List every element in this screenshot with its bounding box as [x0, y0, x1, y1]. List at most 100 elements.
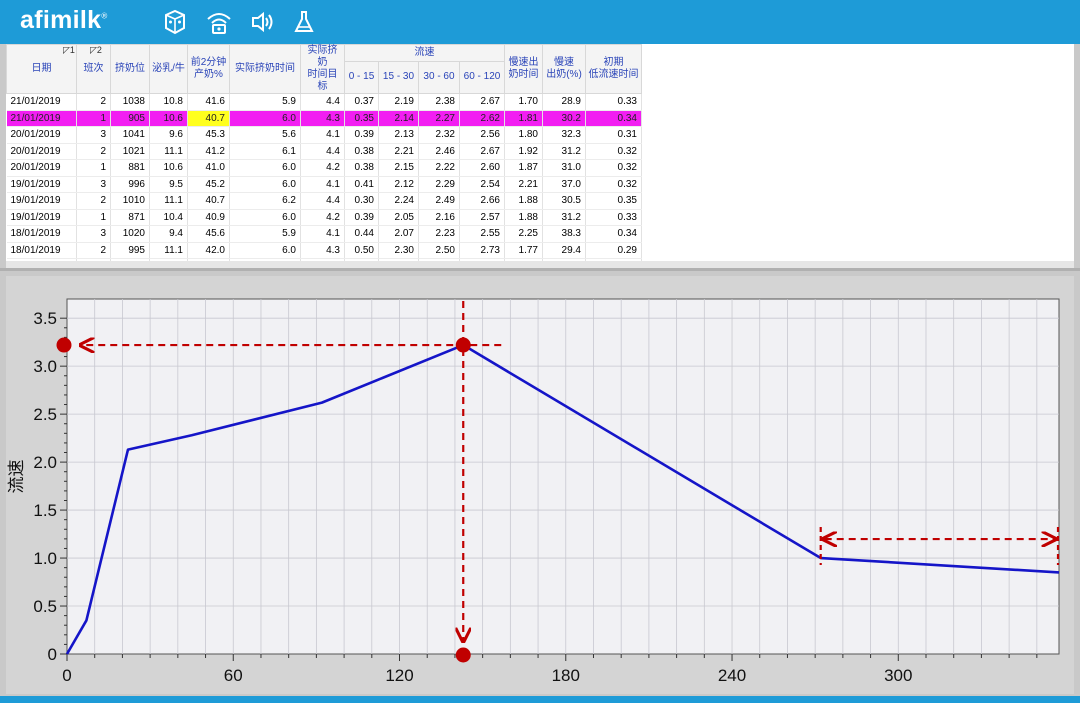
table-cell: 1041 [110, 126, 150, 144]
table-cell: 4.1 [300, 176, 345, 193]
table-cell: 4.2 [300, 159, 345, 177]
milking-data-table: 日期 班次 挤奶位 泌乳/牛 前2分钟 产奶% 实际挤奶时间 实际挤奶 时间目标 流速 慢速出 … [6, 44, 642, 267]
column-header[interactable]: 慢速出 奶时间 [504, 44, 543, 94]
table-cell: 2.07 [378, 225, 419, 243]
table-cell: 18/01/2019 [6, 225, 77, 243]
table-cell: 31.0 [542, 159, 586, 177]
table-cell: 1021 [110, 143, 150, 160]
peak-marker-dot [455, 337, 471, 353]
table-cell: 20/01/2019 [6, 143, 77, 160]
column-header[interactable]: 实际挤奶 时间目标 [300, 44, 345, 94]
y-tick-label: 1.0 [33, 549, 57, 568]
x-tick-label: 0 [62, 666, 71, 685]
table-cell: 0.32 [585, 176, 642, 193]
column-header[interactable]: 初期 低流速时间 [585, 44, 642, 94]
table-cell: 2.22 [418, 159, 460, 177]
sound-wave-icon[interactable] [249, 9, 277, 35]
table-cell: 42.0 [187, 242, 230, 259]
y-tick-label: 2.5 [33, 405, 57, 424]
table-cell: 2.56 [459, 126, 505, 144]
table-cell: 0.37 [344, 93, 379, 111]
table-cell: 29.4 [542, 242, 586, 259]
panel-splitter[interactable] [0, 268, 1080, 271]
table-cell: 11.1 [149, 192, 188, 210]
table-cell: 996 [110, 176, 150, 193]
column-header[interactable]: 日期 [6, 44, 77, 94]
table-cell: 6.0 [229, 159, 301, 177]
table-cell: 0.41 [344, 176, 379, 193]
table-cell: 2.50 [418, 242, 460, 259]
table-row[interactable]: 21/01/2019 1 905 10.6 40.7 6.0 4.3 0.35 2.14 2.27… [6, 110, 642, 127]
table-cell: 0.31 [585, 126, 642, 144]
table-cell: 2.30 [378, 242, 419, 259]
table-cell: 21/01/2019 [6, 93, 77, 111]
table-cell: 2.15 [378, 159, 419, 177]
table-cell: 3 [76, 126, 111, 144]
table-cell: 41.6 [187, 93, 230, 111]
column-header[interactable]: 15 - 30 [378, 60, 419, 95]
flow-series-line [65, 343, 1060, 655]
table-horizontal-scrollbar[interactable] [6, 261, 1074, 268]
cow-tag-icon[interactable] [161, 9, 189, 35]
table-cell: 6.1 [229, 143, 301, 160]
table-cell: 4.2 [300, 209, 345, 226]
table-cell: 2.14 [378, 110, 419, 127]
table-cell: 0.39 [344, 209, 379, 226]
milking-data-table-panel: ◸1 ◸2 日期 班次 挤奶位 泌乳/牛 前2分钟 产奶% 实际挤奶时间 实际挤奶 时间目标… [6, 44, 1074, 267]
column-header[interactable]: 实际挤奶时间 [229, 44, 301, 94]
table-cell: 4.1 [300, 126, 345, 144]
table-cell: 5.9 [229, 225, 301, 243]
y-tick-label: 0 [48, 645, 57, 664]
y-axis-label: 流速 [7, 460, 26, 494]
table-row[interactable]: 18/01/2019 3 1020 9.4 45.6 5.9 4.1 0.44 2.07 2.23… [6, 225, 642, 243]
table-cell: 2.67 [459, 143, 505, 160]
table-cell: 4.4 [300, 143, 345, 160]
table-cell: 10.6 [149, 159, 188, 177]
table-cell: 2.21 [378, 143, 419, 160]
table-cell: 2.19 [378, 93, 419, 111]
table-cell: 0.33 [585, 93, 642, 111]
x-tick-label: 60 [224, 666, 243, 685]
table-cell: 2 [76, 93, 111, 111]
table-cell: 5.6 [229, 126, 301, 144]
table-cell: 2.05 [378, 209, 419, 226]
table-cell: 1010 [110, 192, 150, 210]
table-cell: 45.2 [187, 176, 230, 193]
column-header[interactable]: 60 - 120 [459, 60, 505, 95]
x-tick-label: 240 [718, 666, 746, 685]
table-cell: 4.3 [300, 242, 345, 259]
table-cell: 1 [76, 110, 111, 127]
column-header[interactable]: 挤奶位 [110, 44, 150, 94]
table-row[interactable]: 21/01/2019 2 1038 10.8 41.6 5.9 4.4 0.37 2.19 2.3… [6, 93, 642, 111]
table-cell: 0.29 [585, 242, 642, 259]
table-cell: 0.34 [585, 110, 642, 127]
table-row[interactable]: 19/01/2019 2 1010 11.1 40.7 6.2 4.4 0.30 2.24 2.4… [6, 192, 642, 210]
sort-indicator-2[interactable]: ◸2 [90, 45, 102, 55]
table-cell: 40.7 [187, 192, 230, 210]
column-header[interactable]: 慢速 出奶(%) [542, 44, 586, 94]
wireless-signal-icon[interactable] [205, 9, 233, 35]
x-tick-label: 300 [884, 666, 912, 685]
column-header[interactable]: 0 - 15 [344, 60, 379, 95]
column-header[interactable]: 泌乳/牛 [149, 44, 188, 94]
y-tick-label: 3.0 [33, 357, 57, 376]
table-row[interactable]: 18/01/2019 2 995 11.1 42.0 6.0 4.3 0.50 2.30 2.50… [6, 242, 642, 259]
table-cell: 1020 [110, 225, 150, 243]
table-cell: 31.2 [542, 209, 586, 226]
table-cell: 1.70 [504, 93, 543, 111]
column-header[interactable]: 前2分钟 产奶% [187, 44, 230, 94]
table-cell: 19/01/2019 [6, 176, 77, 193]
table-cell: 0.34 [585, 225, 642, 243]
table-row[interactable]: 19/01/2019 3 996 9.5 45.2 6.0 4.1 0.41 2.12 2.29 2… [6, 176, 642, 193]
table-row[interactable]: 20/01/2019 1 881 10.6 41.0 6.0 4.2 0.38 2.15 2.22… [6, 159, 642, 177]
table-cell: 0.39 [344, 126, 379, 144]
lab-flask-icon[interactable] [290, 9, 318, 35]
sort-indicator-1[interactable]: ◸1 [63, 45, 75, 55]
table-row[interactable]: 19/01/2019 1 871 10.4 40.9 6.0 4.2 0.39 2.05 2.16… [6, 209, 642, 226]
table-cell: 32.3 [542, 126, 586, 144]
table-cell: 995 [110, 242, 150, 259]
table-row[interactable]: 20/01/2019 2 1021 11.1 41.2 6.1 4.4 0.38 2.21 2.4… [6, 143, 642, 160]
table-cell: 10.8 [149, 93, 188, 111]
column-header[interactable]: 30 - 60 [418, 60, 460, 95]
table-row[interactable]: 20/01/2019 3 1041 9.6 45.3 5.6 4.1 0.39 2.13 2.32… [6, 126, 642, 144]
